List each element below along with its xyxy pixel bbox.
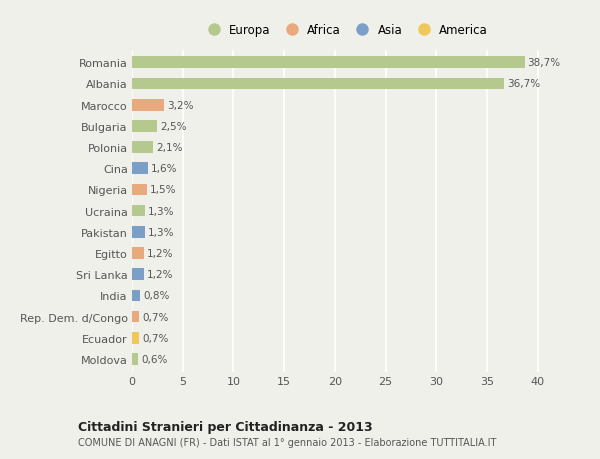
Bar: [132, 269, 144, 280]
Bar: [132, 100, 164, 111]
Text: 3,2%: 3,2%: [167, 101, 194, 111]
Bar: [132, 205, 145, 217]
Bar: [132, 290, 140, 302]
Bar: [132, 121, 157, 132]
Text: 0,8%: 0,8%: [143, 291, 170, 301]
Text: 1,2%: 1,2%: [147, 248, 174, 258]
Text: 0,6%: 0,6%: [141, 354, 167, 364]
Bar: [132, 247, 144, 259]
Bar: [132, 163, 148, 175]
Text: 0,7%: 0,7%: [142, 312, 169, 322]
Bar: [132, 78, 504, 90]
Text: 38,7%: 38,7%: [527, 58, 560, 68]
Text: 36,7%: 36,7%: [507, 79, 541, 90]
Bar: [132, 332, 139, 344]
Text: COMUNE DI ANAGNI (FR) - Dati ISTAT al 1° gennaio 2013 - Elaborazione TUTTITALIA.: COMUNE DI ANAGNI (FR) - Dati ISTAT al 1°…: [78, 437, 496, 447]
Bar: [132, 57, 524, 69]
Text: 1,5%: 1,5%: [150, 185, 177, 195]
Text: 1,6%: 1,6%: [151, 164, 178, 174]
Bar: [132, 184, 147, 196]
Text: 2,5%: 2,5%: [160, 122, 187, 132]
Legend: Europa, Africa, Asia, America: Europa, Africa, Asia, America: [202, 24, 488, 37]
Text: 1,3%: 1,3%: [148, 206, 175, 216]
Bar: [132, 226, 145, 238]
Text: 2,1%: 2,1%: [157, 143, 183, 153]
Bar: [132, 353, 138, 365]
Text: Cittadini Stranieri per Cittadinanza - 2013: Cittadini Stranieri per Cittadinanza - 2…: [78, 420, 373, 433]
Text: 0,7%: 0,7%: [142, 333, 169, 343]
Text: 1,3%: 1,3%: [148, 227, 175, 237]
Text: 1,2%: 1,2%: [147, 269, 174, 280]
Bar: [132, 311, 139, 323]
Bar: [132, 142, 154, 154]
